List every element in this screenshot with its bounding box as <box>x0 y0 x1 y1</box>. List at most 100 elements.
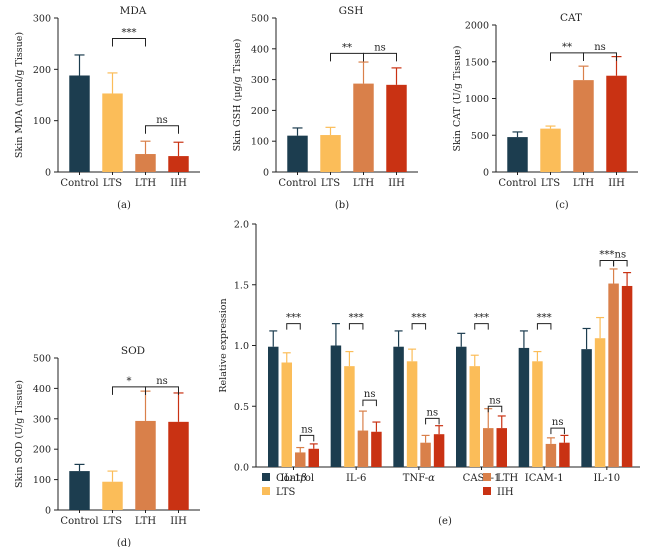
x-tick-label: Control <box>498 178 536 189</box>
panel-e: 0.0 0.5 1.0 1.5 2.0 Relative expression IL-1β I… <box>218 220 640 527</box>
legend-label: Control <box>276 473 314 484</box>
bar-lth <box>357 430 369 467</box>
x-tick-label: ICAM-1 <box>525 473 564 484</box>
y-tick-label: 200 <box>33 65 51 76</box>
bar-control <box>518 347 530 467</box>
y-tick-label: 200 <box>251 106 269 117</box>
y-tick-label: 0 <box>45 168 51 179</box>
bar-control <box>507 137 528 172</box>
y-tick-label: 1.5 <box>234 280 249 291</box>
y-tick-label: 0.5 <box>234 402 249 413</box>
bar-control <box>287 135 308 172</box>
x-tick-label: LTS <box>541 178 560 189</box>
bar-lts <box>320 135 341 172</box>
y-tick-label: 300 <box>251 75 269 86</box>
y-tick-label: 2.0 <box>234 220 249 231</box>
x-tick-label: TNF-α <box>403 473 435 484</box>
significance-bracket <box>536 323 552 330</box>
bar-lth <box>483 428 494 467</box>
y-axis-label: Skin SOD (U/g Tissue) <box>14 380 25 488</box>
y-tick-label: 2000 <box>465 21 489 32</box>
y-axis-label: Skin CAT (U/g Tissue) <box>452 46 463 152</box>
bar-lts <box>102 481 123 510</box>
legend-label: LTS <box>276 487 295 498</box>
significance-bracket <box>599 259 615 267</box>
significance-label: ns <box>552 417 564 428</box>
panel-label: (e) <box>438 516 452 527</box>
chart-title: SOD <box>121 345 145 357</box>
bar-control <box>581 349 592 467</box>
x-tick-label: Control <box>60 178 98 189</box>
bar-lts <box>594 338 606 467</box>
bar-control <box>69 471 90 510</box>
y-axis-label: Skin GSH (μg/g Tissue) <box>232 39 243 152</box>
y-tick-label: 100 <box>251 137 269 148</box>
y-tick-label: 0 <box>263 168 269 179</box>
significance-bracket <box>550 427 565 435</box>
significance-label: ns <box>374 42 386 53</box>
panel-d: 0 100 200 300 400 500 SOD Skin SOD (U/g Tissue)… <box>14 345 200 547</box>
significance-label: * <box>127 376 132 387</box>
significance-bracket <box>299 434 315 442</box>
bar-iih <box>386 84 407 172</box>
significance-label: ** <box>342 42 352 53</box>
x-tick-label: IIH <box>170 516 187 527</box>
significance-label: ns <box>489 395 501 406</box>
significance-label: ns <box>156 115 168 126</box>
x-tick-label: IIH <box>170 178 187 189</box>
y-tick-label: 0 <box>483 168 489 179</box>
bar-lth <box>295 452 306 467</box>
x-tick-label: Control <box>60 516 98 527</box>
significance-label: ns <box>156 376 168 387</box>
panel-b: 0 100 200 300 400 500 GSH Skin GSH (μg/g Tissue… <box>232 5 418 211</box>
y-tick-label: 1500 <box>465 57 489 68</box>
legend-item-control: Control <box>262 473 314 484</box>
significance-label: ns <box>427 407 439 418</box>
legend-swatch <box>262 473 270 481</box>
significance-label: *** <box>122 28 137 39</box>
y-tick-label: 100 <box>33 116 51 127</box>
y-tick-label: 1000 <box>465 94 489 105</box>
bar-lts <box>344 366 355 467</box>
significance-label: *** <box>286 313 301 324</box>
x-tick-label: IL-1β <box>280 473 306 484</box>
bar-control <box>268 346 279 467</box>
significance-bracket <box>583 52 617 61</box>
chart-title: MDA <box>120 5 147 17</box>
significance-label: ns <box>301 424 313 435</box>
chart-title: CAT <box>560 12 582 24</box>
x-tick-label: IL-6 <box>346 473 366 484</box>
bar-iih <box>606 75 627 172</box>
significance-label: *** <box>599 249 614 260</box>
panel-c: 0 500 1000 1500 2000 CAT Skin CAT (U/g Tissue)… <box>452 12 638 211</box>
y-tick-label: 400 <box>251 44 269 55</box>
legend-item-iih: IIH <box>483 487 514 498</box>
bar-iih <box>433 434 445 467</box>
significance-label: ns <box>615 249 627 260</box>
bar-control <box>456 346 467 467</box>
bar-iih <box>168 421 189 510</box>
x-tick-label: LTS <box>103 516 122 527</box>
x-tick-label: Control <box>278 178 316 189</box>
x-tick-label: LTS <box>103 178 122 189</box>
significance-bracket <box>411 323 427 330</box>
bar-lth <box>545 443 557 467</box>
x-tick-label: LTS <box>321 178 340 189</box>
y-tick-label: 500 <box>251 14 269 25</box>
y-axis-label: Skin MDA (nmol/g Tissue) <box>14 32 25 158</box>
x-tick-label: LTH <box>573 178 594 189</box>
bar-iih <box>168 156 189 172</box>
significance-label: ns <box>364 389 376 400</box>
significance-bracket <box>363 52 397 62</box>
y-tick-label: 0 <box>45 506 51 517</box>
significance-label: ** <box>562 42 572 53</box>
bar-control <box>393 346 404 467</box>
y-tick-label: 200 <box>33 445 51 456</box>
significance-label: *** <box>411 313 426 324</box>
bar-lth <box>573 80 594 172</box>
y-tick-label: 400 <box>33 384 51 395</box>
legend-label: LTH <box>497 473 518 484</box>
significance-bracket <box>286 323 301 330</box>
significance-bracket <box>145 386 179 395</box>
